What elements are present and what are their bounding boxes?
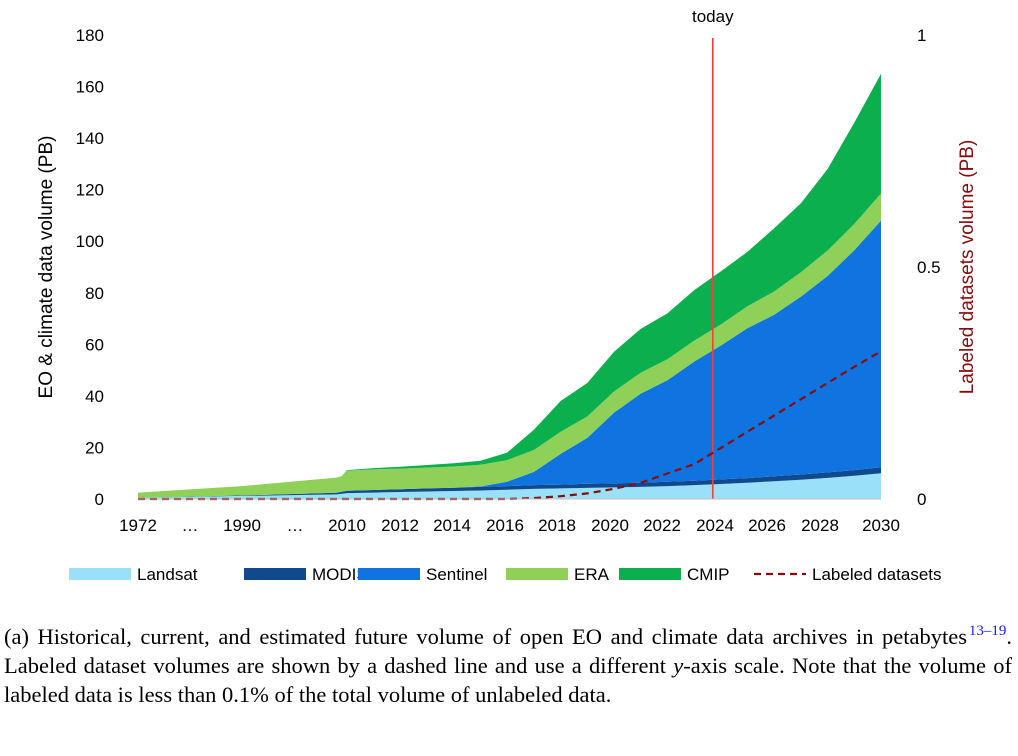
y-tick-label: 160 — [76, 78, 104, 97]
area-layers — [138, 73, 881, 499]
area-sentinel — [138, 220, 881, 498]
caption-suffix: -axis scale. Note that the volume of lab… — [4, 653, 1012, 707]
x-tick-label: 2022 — [643, 516, 681, 535]
y-tick-label: 0 — [95, 490, 104, 509]
x-tick-label: 2024 — [696, 516, 734, 535]
x-tick-label: 2016 — [486, 516, 524, 535]
y-tick-label: 60 — [85, 335, 104, 354]
y-tick-label: 140 — [76, 129, 104, 148]
caption-prefix: (a) Historical, current, and estimated f… — [4, 624, 967, 649]
x-tick-label: 2018 — [538, 516, 576, 535]
legend-swatch-modis — [244, 568, 306, 580]
area-landsat — [138, 473, 881, 499]
x-tick-label: 2012 — [381, 516, 419, 535]
x-tick-label: 2020 — [591, 516, 629, 535]
legend-label-era: ERA — [574, 565, 610, 584]
y-tick-label: 100 — [76, 232, 104, 251]
legend-label-cmip: CMIP — [687, 565, 730, 584]
x-tick-label: 2030 — [862, 516, 900, 535]
y-tick-label: 80 — [85, 284, 104, 303]
caption-y-symbol: y — [673, 653, 684, 678]
x-tick-label: 2010 — [328, 516, 366, 535]
legend-label-sentinel: Sentinel — [426, 565, 487, 584]
x-tick-label: 2014 — [433, 516, 471, 535]
y-right-axis-title: Labeled datasets volume (PB) — [957, 140, 978, 395]
legend-swatch-era — [506, 568, 568, 580]
area-cmip — [138, 73, 881, 493]
today-label: today — [692, 7, 734, 26]
y-tick-label: 20 — [85, 438, 104, 457]
axes: 1972… 1990… 2010 2012 2014 2016 2018 2020 2022 20… — [36, 26, 978, 535]
today-marker: today — [692, 7, 734, 499]
legend-label-modis: MODIS — [312, 565, 368, 584]
legend: Landsat MODIS Sentinel ERA CMIP Labeled datas… — [69, 565, 942, 584]
x-tick-label: 2028 — [801, 516, 839, 535]
caption-citation-link[interactable]: 13–19 — [968, 623, 1007, 639]
y-tick-label: 120 — [76, 181, 104, 200]
y-right-tick-label: 1 — [917, 26, 926, 45]
legend-label-labeled-datasets: Labeled datasets — [812, 565, 942, 584]
x-tick-label: 1990 — [223, 516, 261, 535]
area-modis — [138, 467, 881, 498]
legend-swatch-sentinel — [358, 568, 420, 580]
y-tick-label: 180 — [76, 26, 104, 45]
x-tick-label: 1972 — [119, 516, 157, 535]
legend-swatch-cmip — [619, 568, 681, 580]
y-tick-label: 40 — [85, 387, 104, 406]
caption-rest: . Labeled dataset volumes are shown by a… — [4, 624, 1012, 678]
x-tick-label: … — [287, 516, 304, 535]
y-right-tick-label: 0.5 — [917, 258, 941, 277]
y-axis-title: EO & climate data volume (PB) — [36, 136, 57, 399]
x-tick-label: 2026 — [748, 516, 786, 535]
figure-caption: (a) Historical, current, and estimated f… — [4, 622, 1012, 709]
legend-label-landsat: Landsat — [137, 565, 198, 584]
legend-swatch-landsat — [69, 568, 131, 580]
stacked-area-chart: today 1972… 1990… 2010 2012 2014 2016 2018 2020… — [36, 7, 978, 584]
x-tick-label: … — [182, 516, 199, 535]
y-right-tick-label: 0 — [917, 490, 926, 509]
